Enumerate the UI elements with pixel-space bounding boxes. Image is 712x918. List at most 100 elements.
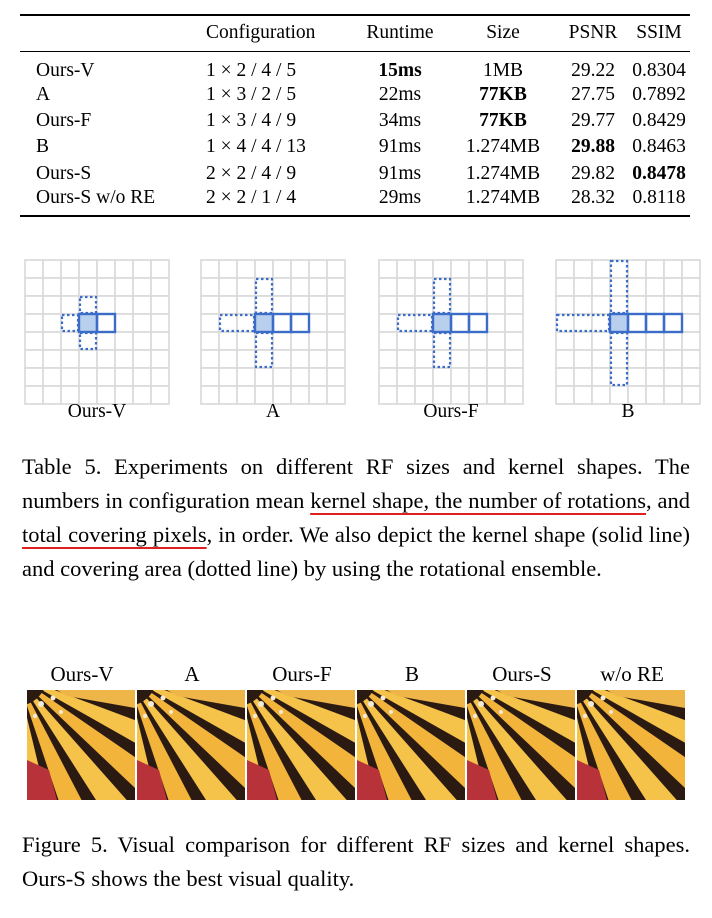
grid-cell [414,349,434,369]
grid-cell [573,367,593,387]
grid-cell [468,313,488,333]
grid-cell [24,259,44,279]
table-caption: Table 5. Experiments on different RF siz… [22,450,690,586]
grid-cell [42,277,62,297]
cell-config: 2 × 2 / 1 / 4 [206,187,297,209]
kernel-label: A [265,401,281,422]
grid-cell [681,331,701,351]
grid-cell [218,277,238,297]
grid-cell [132,331,152,351]
visual-label: B [404,662,419,686]
header-configuration: Configuration [206,14,352,52]
cell-psnr: 28.32 [571,187,615,209]
grid-cell [272,259,292,279]
grid-cell [272,295,292,315]
visual-crop [137,690,245,800]
visual-crop [467,690,575,800]
grid-cell [200,277,220,297]
table-row: Ours-S 2 × 2 / 4 / 9 91ms 1.274MB 29.82 0.847… [20,161,690,187]
grid-cell [236,331,256,351]
grid-cell [486,367,506,387]
cell-ssim: 0.7892 [632,83,686,105]
grid-cell [504,349,524,369]
grid-cell [114,367,134,387]
grid-cell [272,313,292,333]
grid-cell [200,367,220,387]
grid-cell [486,313,506,333]
visual-comparison-strip [27,690,685,800]
table-header-row: Configuration Runtime Size PSNR SSIM [20,14,690,52]
visual-crop [577,690,685,800]
cell-runtime: 91ms [378,136,422,158]
grid-cell [645,331,665,351]
grid-cell [486,259,506,279]
grid-cell [378,277,398,297]
grid-cell [450,331,470,351]
grid-cell [272,331,292,351]
grid-cell [573,331,593,351]
grid-cell [645,259,665,279]
grid-cell [326,367,346,387]
grid-cell [218,259,238,279]
grid-cell [150,259,170,279]
grid-cell [504,331,524,351]
grid-cell [414,367,434,387]
kernel-label: Ours-F [423,401,479,422]
grid-cell [396,313,416,333]
grid-cell [645,313,665,333]
grid-cell [60,331,80,351]
cell-method: Ours-V [36,59,95,81]
cell-ssim: 0.8304 [632,59,686,81]
kernel-center-cell [255,314,273,332]
grid-cell [555,277,575,297]
grid-cell [218,367,238,387]
cell-ssim: 0.8429 [632,110,686,132]
grid-cell [432,295,452,315]
grid-cell [555,259,575,279]
grid-cell [42,331,62,351]
grid-cell [663,295,683,315]
kernel-solid-cell [95,312,117,334]
grid-cell [450,313,470,333]
grid-cell [236,313,256,333]
table-body: Ours-V 1 × 2 / 4 / 5 15ms 1MB 29.22 0.8304 A 1 … [20,51,690,217]
grid-cell [468,331,488,351]
kernel-center-cell [79,314,97,332]
cell-size: 77KB [479,110,527,132]
grid-cell [627,295,647,315]
grid-cell [200,349,220,369]
covering-area-dotted [609,331,629,387]
grid-cell [290,277,310,297]
grid-cell [378,367,398,387]
grid-cell [272,367,292,387]
visual-comparison-labels: Ours-V A Ours-F B Ours-S w/o RE [27,662,687,692]
cell-config: 1 × 3 / 4 / 9 [206,110,297,132]
grid-cell [254,349,274,369]
grid-cell [504,367,524,387]
grid-cell [236,259,256,279]
grid-cell [60,259,80,279]
grid-cell [627,349,647,369]
grid-cell [78,367,98,387]
grid-cell [150,331,170,351]
grid-cell [150,277,170,297]
grid-cell [396,277,416,297]
table-caption-mid: , and [646,488,690,513]
table-caption-underline-2: total covering pixels [22,522,207,547]
cell-runtime: 29ms [378,187,422,209]
grid-cell [663,331,683,351]
cell-ssim: 0.8478 [632,162,686,184]
grid-cell [681,259,701,279]
grid-cell [663,277,683,297]
visual-label: Ours-S [492,662,552,686]
grid-cell [96,367,116,387]
table-row: B 1 × 4 / 4 / 13 91ms 1.274MB 29.88 0.8463 [20,134,690,160]
grid-cell [663,367,683,387]
grid-cell [272,277,292,297]
grid-cell [681,295,701,315]
grid-cell [96,349,116,369]
cell-runtime: 91ms [378,162,422,184]
grid-cell [645,349,665,369]
cell-runtime: 15ms [378,59,422,81]
grid-cell [254,259,274,279]
